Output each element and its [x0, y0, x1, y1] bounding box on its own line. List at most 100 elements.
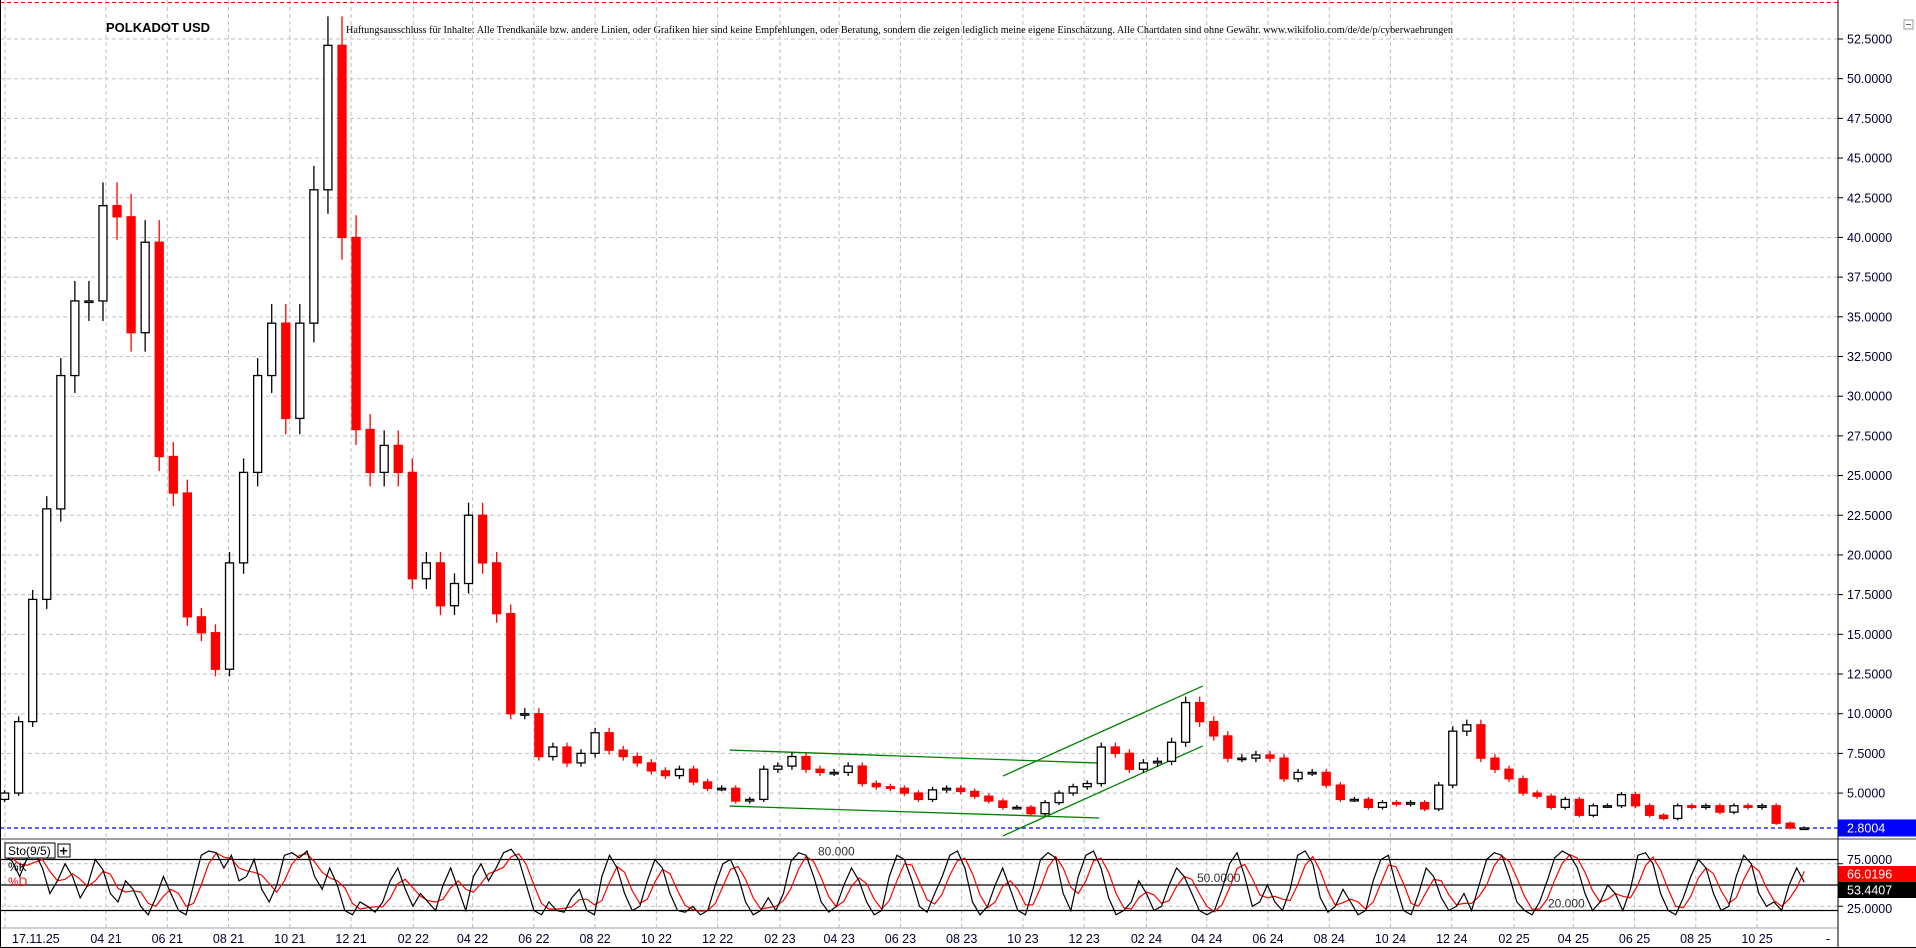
time-axis-label: 17.11.25: [12, 932, 60, 946]
candle-body: [1096, 746, 1106, 785]
candle-body: [1419, 801, 1430, 810]
indicator-label-box[interactable]: [4, 842, 56, 859]
time-axis-label: 06 22: [518, 932, 549, 946]
candle-body: [1448, 730, 1458, 786]
time-axis-label: 08 23: [946, 932, 977, 946]
candle-body: [393, 444, 403, 474]
indicator-label: Sto(9/5): [8, 844, 51, 858]
candle-body: [506, 613, 516, 715]
candle-body: [1180, 701, 1191, 743]
candle-body: [238, 471, 249, 564]
candle-body: [534, 713, 544, 758]
candle-body: [1771, 805, 1781, 824]
candle-body: [660, 770, 671, 777]
price-tick-label: 40.0000: [1847, 231, 1892, 245]
stochastic-panel: 75.0000 25.0000 80.000 50.0000 20.000 66.0196…: [0, 845, 1916, 916]
candle-body: [1785, 822, 1795, 829]
candle-body: [885, 786, 896, 789]
candle-body: [1195, 701, 1205, 723]
candle-body: [421, 562, 432, 580]
indicator-legend: Sto(9/5) + %K %D: [4, 842, 71, 889]
candle-body: [1209, 720, 1219, 737]
time-axis-label: 08 22: [579, 932, 610, 946]
chart-title: POLKADOT USD: [106, 20, 210, 35]
window-controls: [1903, 19, 1914, 30]
candle-body: [984, 795, 994, 802]
candle-body: [1476, 724, 1486, 759]
candle-body: [1574, 798, 1584, 816]
candle-body: [449, 582, 460, 607]
candle-body: [1293, 771, 1303, 780]
trendline: [729, 805, 1100, 819]
plus-icon: +: [60, 843, 68, 859]
candle-body: [351, 236, 361, 431]
candle-body: [1321, 771, 1331, 786]
candle-body: [576, 752, 586, 764]
candle-body: [1040, 801, 1050, 815]
time-axis-label: 04 25: [1558, 932, 1589, 946]
candle-body: [1687, 805, 1697, 809]
candle-body: [70, 300, 80, 377]
price-tick-label: 20.0000: [1847, 548, 1892, 562]
candle-body: [1138, 762, 1149, 770]
stoch-level-label: 80.000: [818, 845, 855, 859]
candle-body: [1673, 805, 1683, 820]
stoch-level-label: 50.0000: [1197, 871, 1241, 885]
candle-body: [857, 765, 867, 785]
candle-body: [716, 787, 727, 791]
candle-body: [646, 762, 656, 772]
candle-body: [998, 800, 1008, 808]
k-label: %K: [8, 860, 27, 874]
k-value-label: 53.4407: [1847, 884, 1892, 898]
candle-body: [28, 598, 38, 723]
price-tick-label: 52.5000: [1847, 33, 1892, 47]
candle-body: [956, 787, 966, 793]
d-line: [4, 852, 1805, 913]
add-indicator-button[interactable]: [57, 843, 71, 858]
candle-body: [1237, 757, 1247, 761]
candle-body: [13, 720, 24, 794]
candle-body: [323, 44, 333, 191]
candle-body: [899, 787, 910, 794]
candle-body: [379, 444, 389, 474]
candle-body: [815, 768, 825, 774]
time-axis-label: 12 24: [1436, 932, 1467, 946]
time-axis-label: 04 21: [90, 932, 121, 946]
candle-body: [224, 562, 235, 670]
stoch-axis-label: 75.0000: [1847, 853, 1892, 867]
candle-body: [1152, 760, 1163, 764]
candle-body: [913, 792, 924, 801]
candle-body: [140, 241, 150, 334]
candle-body: [1504, 768, 1514, 780]
candle-body: [1405, 801, 1416, 805]
price-tick-label: 17.5000: [1847, 588, 1892, 602]
candle-body: [674, 768, 685, 777]
candle-body: [1265, 754, 1275, 759]
time-axis-label: 04 24: [1191, 932, 1222, 946]
candle-body: [1082, 782, 1092, 788]
candle-body: [196, 616, 207, 634]
price-tick-label: 22.5000: [1847, 509, 1892, 523]
candle-body: [941, 787, 952, 791]
candle-body: [281, 322, 291, 420]
price-tick-label: 50.0000: [1847, 72, 1892, 86]
candle-body: [1518, 778, 1528, 794]
candle-body: [1729, 805, 1739, 813]
candle-body: [309, 189, 319, 324]
candle-body: [1434, 784, 1444, 810]
candle-body: [435, 562, 446, 607]
time-axis-label: 10 22: [641, 932, 672, 946]
candle-body: [1054, 792, 1064, 804]
time-axis-label: 10 25: [1741, 932, 1772, 946]
candle-body: [267, 322, 277, 377]
candle-body: [688, 768, 699, 783]
d-label: %D: [8, 875, 28, 889]
candle-body: [1391, 801, 1402, 805]
candle-body: [1630, 794, 1641, 807]
candle-body: [590, 732, 600, 755]
candle-body: [56, 374, 66, 510]
time-axis-label: 12 21: [335, 932, 366, 946]
candle-body: [1223, 735, 1233, 759]
candle-body: [0, 792, 10, 801]
